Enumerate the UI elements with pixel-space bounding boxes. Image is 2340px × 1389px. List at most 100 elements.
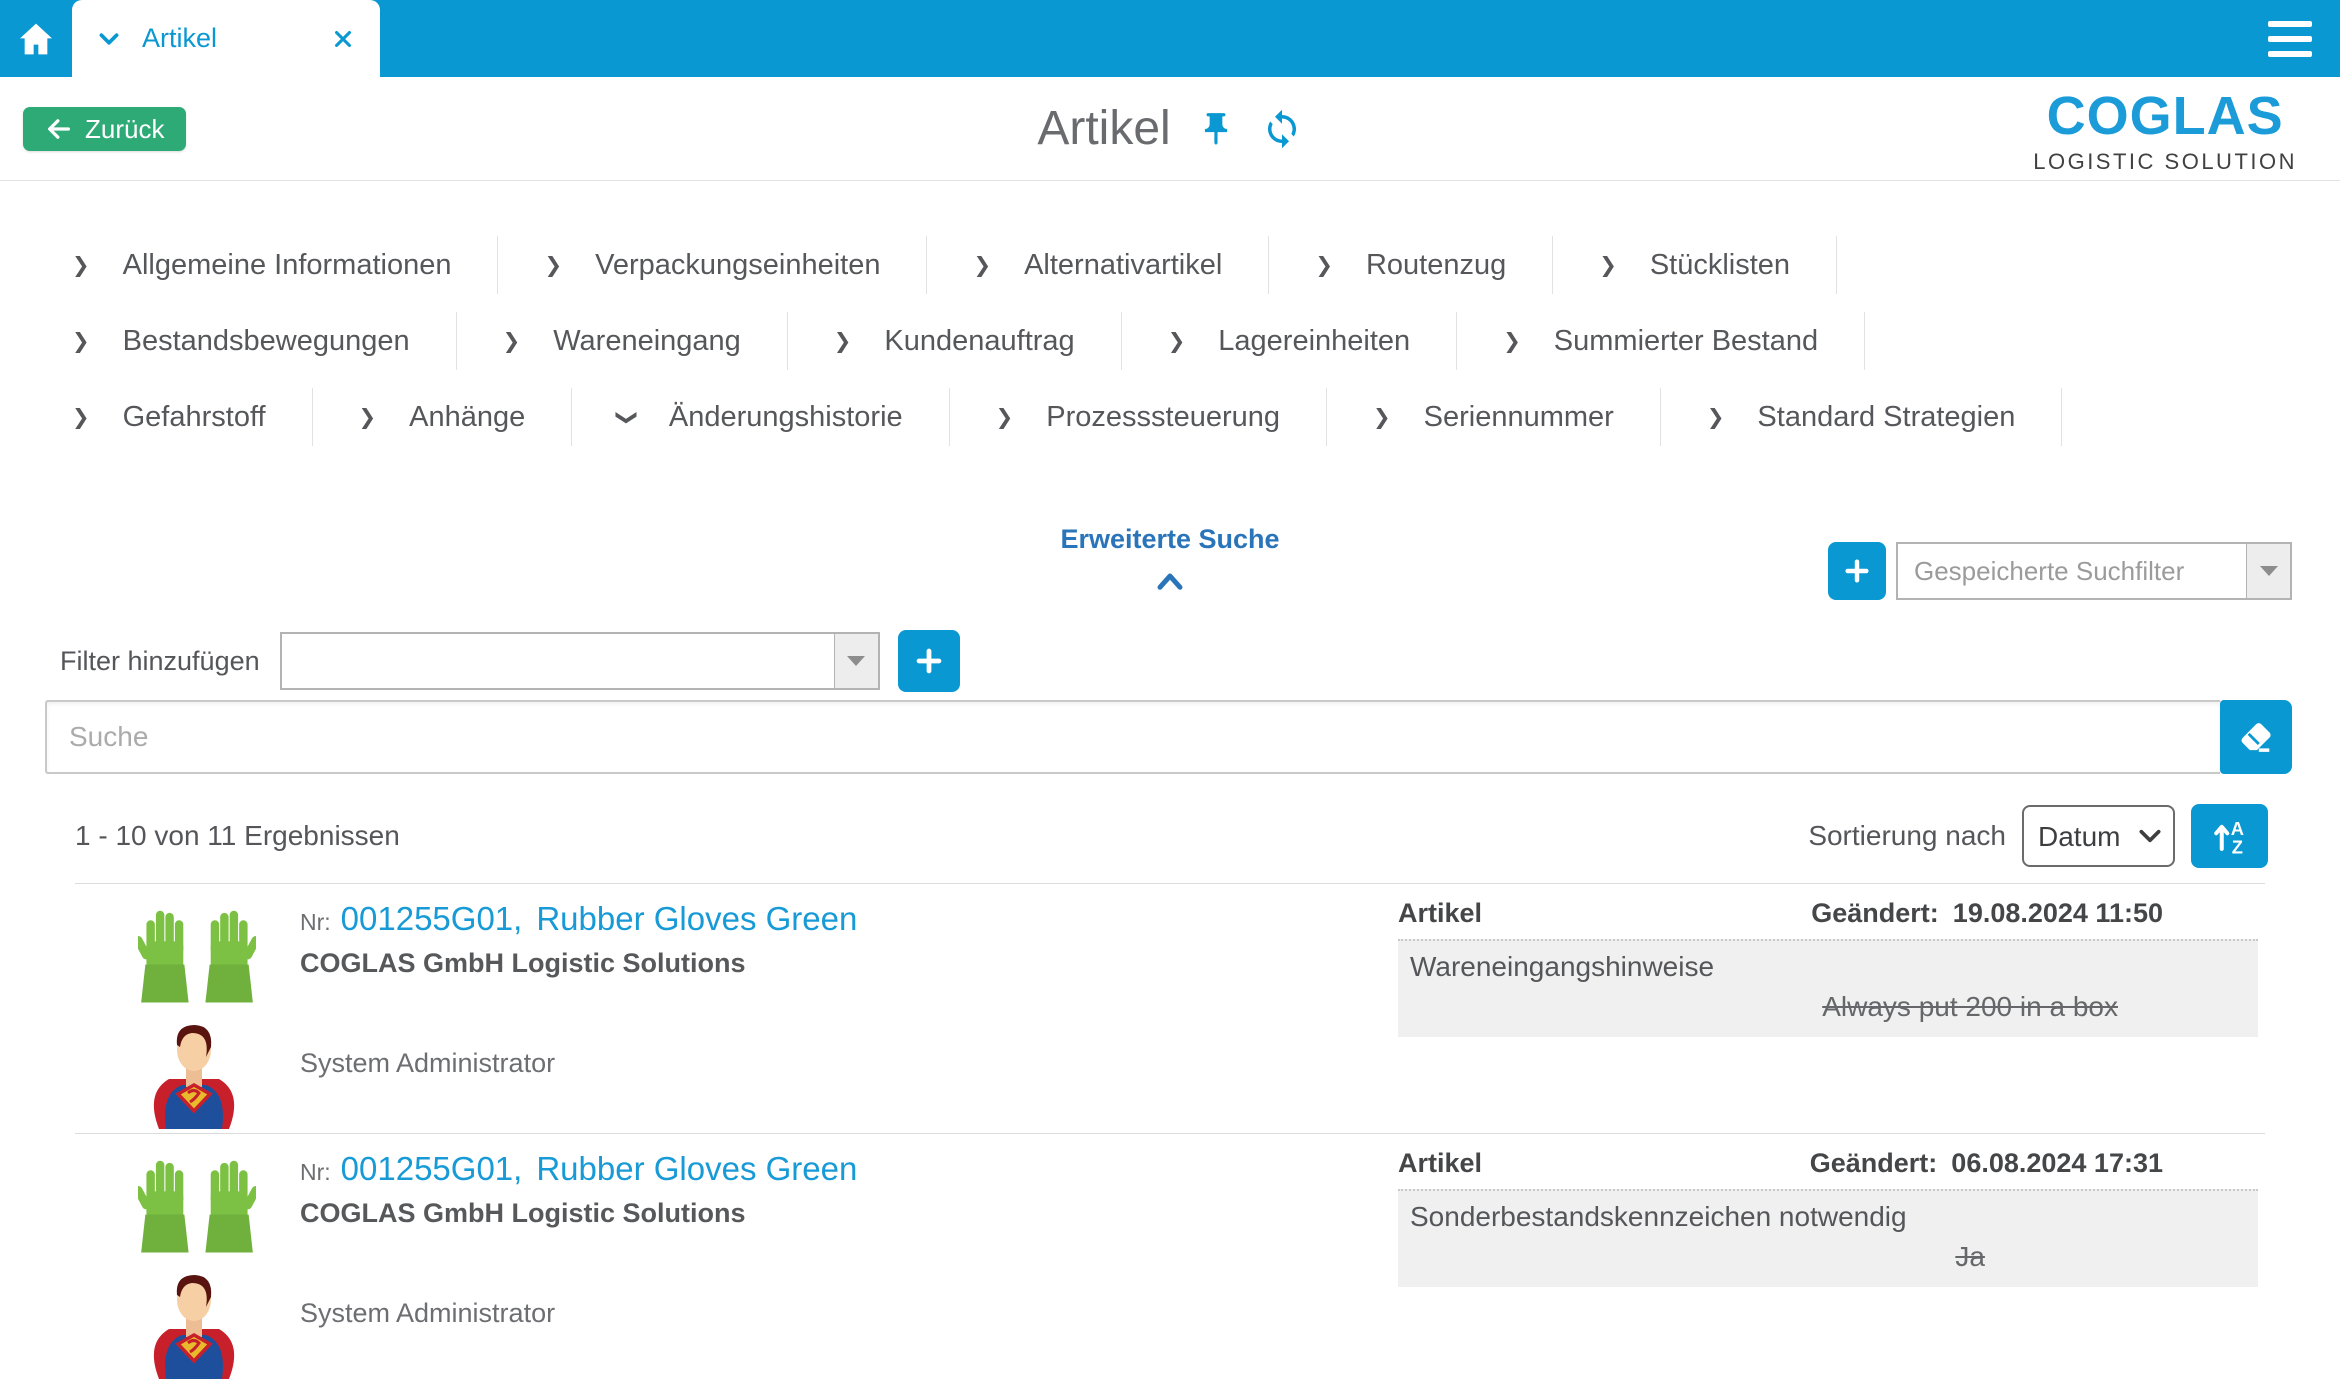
svg-text:Z: Z (2231, 836, 2242, 857)
nav-item-aenderungshistorie[interactable]: ❯ Änderungshistorie (572, 388, 950, 446)
article-number-link[interactable]: 001255G01, (340, 1150, 523, 1187)
changed-at: Geändert: 19.08.2024 11:50 (1811, 898, 2163, 929)
nav-item-label: Standard Strategien (1757, 400, 2016, 433)
add-saved-filter-button[interactable] (1828, 542, 1886, 600)
result-row-2[interactable]: Nr: 001255G01, Rubber Gloves Green COGLA… (75, 1133, 2265, 1383)
chevron-right-icon: ❯ (72, 253, 90, 277)
close-tab-icon[interactable] (326, 22, 360, 56)
nav-item-standard-strategien[interactable]: ❯ Standard Strategien (1661, 388, 2063, 446)
nav-item-kundenauftrag[interactable]: ❯ Kundenauftrag (788, 312, 1122, 370)
nav-item-label: Allgemeine Informationen (122, 248, 452, 281)
results-count: 1 - 10 von 11 Ergebnissen (75, 820, 400, 851)
nav-item-anhaenge[interactable]: ❯ Anhänge (313, 388, 573, 446)
plus-icon (1845, 559, 1869, 583)
green-rubber-gloves-image (138, 897, 256, 1011)
clear-search-button[interactable] (2220, 700, 2292, 774)
nav-item-allgemeine-informationen[interactable]: ❯ Allgemeine Informationen (26, 236, 499, 294)
nav-item-bestandsbewegungen[interactable]: ❯ Bestandsbewegungen (26, 312, 457, 370)
sort-group: Sortierung nach Datum A Z (1808, 804, 2268, 868)
nav-item-gefahrstoff[interactable]: ❯ Gefahrstoff (26, 388, 313, 446)
chevron-right-icon: ❯ (1315, 253, 1333, 277)
nav-item-routenzug[interactable]: ❯ Routenzug (1269, 236, 1554, 294)
article-title-line: Nr: 001255G01, Rubber Gloves Green (300, 900, 857, 938)
article-name-link[interactable]: Rubber Gloves Green (536, 900, 858, 937)
saved-filters-combobox (1896, 542, 2292, 600)
nav-item-stuecklisten[interactable]: ❯ Stücklisten (1553, 236, 1838, 294)
changed-timestamp: 19.08.2024 11:50 (1952, 898, 2163, 928)
change-history-block: Artikel Geändert: 06.08.2024 17:31 Sonde… (1398, 1148, 2258, 1287)
chevron-right-icon: ❯ (502, 329, 521, 353)
sort-label: Sortierung nach (1808, 820, 2006, 851)
advanced-search: Erweiterte Suche (0, 524, 2340, 591)
nav-item-label: Gefahrstoff (122, 400, 266, 433)
eraser-icon (2241, 723, 2271, 752)
sort-direction-button[interactable]: A Z (2191, 804, 2268, 868)
logo-name: COGLAS (2046, 86, 2284, 146)
add-filter-button[interactable] (897, 630, 960, 692)
green-rubber-gloves-image (138, 1147, 256, 1261)
tab-artikel[interactable]: Artikel (72, 0, 380, 77)
advanced-search-link[interactable]: Erweiterte Suche (1060, 524, 1280, 554)
change-history-header: Artikel Geändert: 19.08.2024 11:50 (1398, 898, 2258, 929)
refresh-icon[interactable] (1261, 108, 1303, 150)
nav-item-seriennummer[interactable]: ❯ Seriennummer (1327, 388, 1661, 446)
change-detail-box: Sonderbestandskennzeichen notwendig Ja (1398, 1189, 2258, 1287)
sort-az-icon: A Z (2213, 818, 2243, 857)
collapse-chevron-up-icon[interactable] (0, 571, 2340, 591)
entity-type: Artikel (1398, 898, 1483, 928)
top-bar: Artikel (0, 0, 2340, 77)
changed-label: Geändert: (1809, 1148, 1938, 1178)
sort-select[interactable]: Datum (2022, 805, 2175, 867)
tab-label: Artikel (142, 23, 218, 53)
nav-item-label: Summierter Bestand (1553, 324, 1819, 357)
nav-row-1: ❯ Allgemeine Informationen ❯ Verpackungs… (0, 227, 2340, 303)
svg-text:A: A (2230, 818, 2243, 839)
nav-item-label: Kundenauftrag (884, 324, 1075, 357)
home-button[interactable] (0, 0, 72, 77)
filter-select-input[interactable] (281, 634, 834, 688)
search-row (45, 700, 2292, 774)
dropdown-arrow-icon[interactable] (2246, 544, 2290, 598)
chevron-right-icon: ❯ (1503, 329, 1521, 353)
nav-item-verpackungseinheiten[interactable]: ❯ Verpackungseinheiten (498, 236, 928, 294)
dropdown-arrow-icon[interactable] (833, 634, 878, 688)
chevron-down-icon[interactable] (96, 26, 122, 52)
search-input[interactable] (45, 700, 2220, 774)
article-number-link[interactable]: 001255G01, (340, 900, 523, 937)
nav-item-label: Alternativartikel (1024, 248, 1223, 281)
hamburger-menu-icon[interactable] (2268, 20, 2312, 57)
nav-item-label: Stücklisten (1649, 248, 1791, 281)
nav-item-prozesssteuerung[interactable]: ❯ Prozesssteuerung (950, 388, 1328, 446)
article-name-link[interactable]: Rubber Gloves Green (536, 1150, 858, 1187)
coglas-logo: COGLAS LOGISTIC SOLUTION (2033, 89, 2297, 175)
nr-label: Nr: (300, 1159, 331, 1185)
chevron-right-icon: ❯ (995, 405, 1014, 429)
saved-filters-input[interactable] (1898, 544, 2246, 598)
nr-label: Nr: (300, 909, 331, 935)
nav-row-3: ❯ Gefahrstoff ❯ Anhänge ❯ Änderungshisto… (0, 379, 2340, 455)
changed-field-name: Wareneingangshinweise (1410, 951, 1715, 982)
nav-item-summierter-bestand[interactable]: ❯ Summierter Bestand (1457, 312, 1866, 370)
nav-item-lagereinheiten[interactable]: ❯ Lagereinheiten (1122, 312, 1458, 370)
nav-item-label: Routenzug (1365, 248, 1507, 281)
change-history-block: Artikel Geändert: 19.08.2024 11:50 Waren… (1398, 898, 2258, 1037)
title-area: Artikel (0, 77, 2340, 180)
saved-filters-group (1828, 542, 2292, 600)
results-list: Nr: 001255G01, Rubber Gloves Green COGLA… (75, 883, 2265, 1383)
nav-item-label: Lagereinheiten (1218, 324, 1411, 357)
nav-item-label: Bestandsbewegungen (122, 324, 410, 357)
sort-select-wrap: Datum (2022, 805, 2175, 867)
page-header: Zurück Artikel COGLAS LOGISTIC SOLUTION (0, 77, 2340, 181)
superman-avatar (152, 1023, 236, 1131)
pin-icon[interactable] (1197, 110, 1235, 148)
nav-item-label: Prozesssteuerung (1046, 400, 1281, 433)
entity-type: Artikel (1398, 1148, 1483, 1178)
nav-item-wareneingang[interactable]: ❯ Wareneingang (457, 312, 788, 370)
nav-item-alternativartikel[interactable]: ❯ Alternativartikel (927, 236, 1270, 294)
changed-by-user: System Administrator (300, 1048, 556, 1078)
changed-timestamp: 06.08.2024 17:31 (1951, 1148, 2163, 1178)
filter-combobox (279, 632, 880, 690)
back-button[interactable]: Zurück (23, 107, 187, 151)
result-row-1[interactable]: Nr: 001255G01, Rubber Gloves Green COGLA… (75, 883, 2265, 1133)
results-bar: 1 - 10 von 11 Ergebnissen Sortierung nac… (75, 798, 2268, 874)
